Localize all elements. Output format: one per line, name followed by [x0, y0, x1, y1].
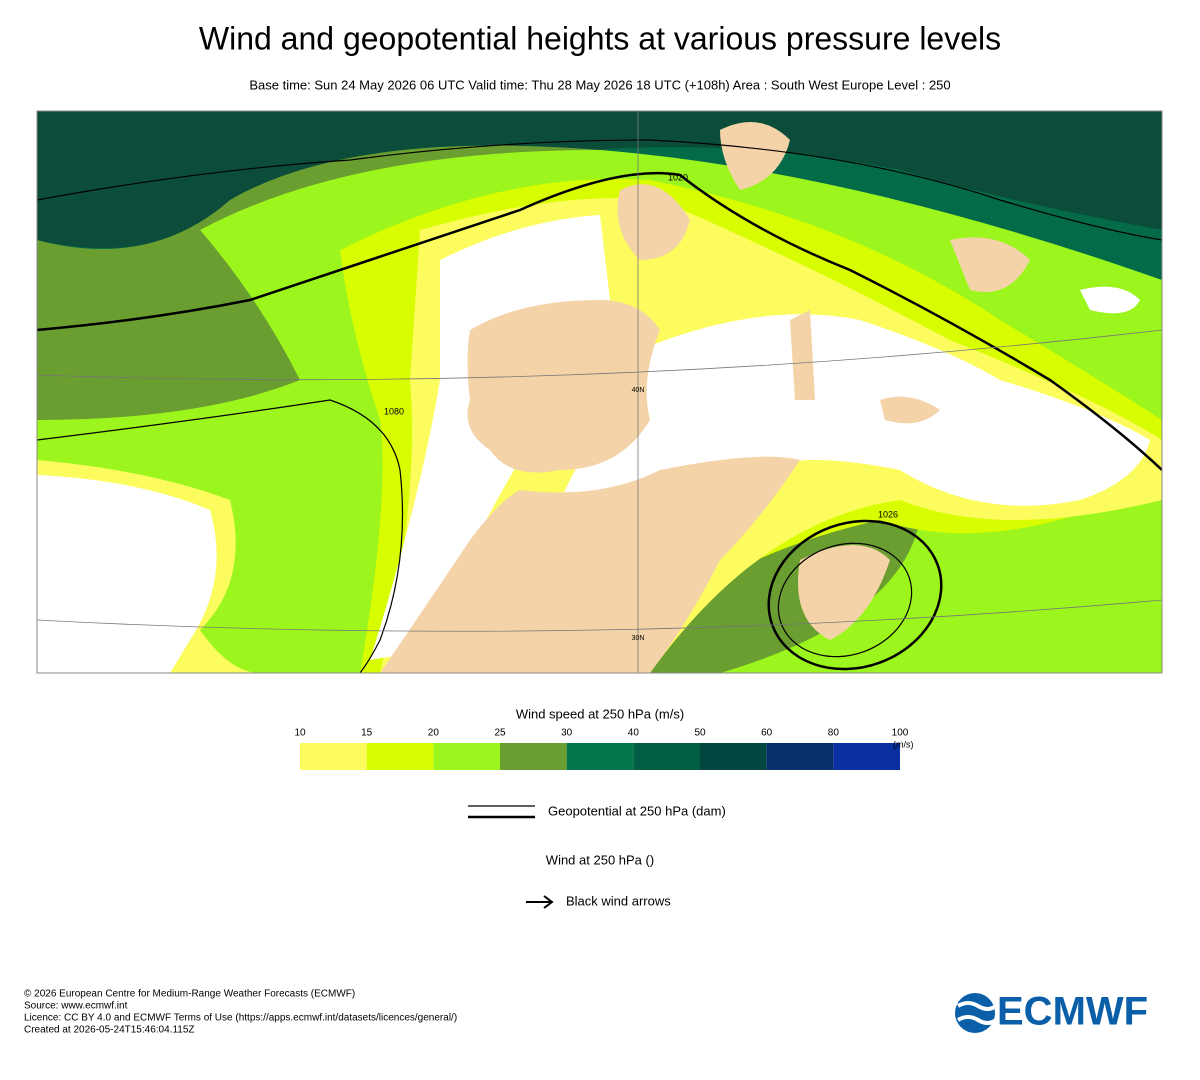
contour-label: 1080	[384, 406, 404, 416]
map: 1080 1026 1020 40N 30N	[36, 110, 1163, 674]
legend-title: Wind speed at 250 hPa (m/s)	[516, 706, 684, 721]
geopotential-contours	[37, 139, 1162, 673]
colorbar-box	[833, 743, 900, 770]
legend-arrow	[526, 895, 554, 909]
colorbar-tick-label: 25	[494, 728, 506, 739]
colorbar-tick-label: 80	[828, 728, 840, 739]
contour-label: 1026	[878, 509, 898, 519]
logo-text: ECMWF	[997, 990, 1148, 1034]
latitude-label: 40N	[632, 387, 645, 394]
colorbar-tick-label: 50	[694, 728, 706, 739]
colorbar-tick-label: 30	[561, 728, 573, 739]
colorbar-box	[566, 743, 634, 770]
colorbar-box	[433, 743, 500, 770]
calm-zone	[37, 475, 217, 673]
legend-label: Wind at 250 hPa ()	[546, 852, 654, 867]
footer-line: Source: www.ecmwf.int	[24, 1001, 128, 1012]
calm-zone	[560, 314, 1150, 506]
colorbar-tick-label: 100	[892, 728, 909, 739]
graticule	[37, 111, 1162, 673]
footer-line: © 2026 European Centre for Medium-Range …	[24, 989, 355, 1000]
legend-label: Geopotential at 250 hPa (dam)	[548, 803, 726, 818]
footer-line: Created at 2026-05-24T15:46:04.115Z	[24, 1025, 195, 1036]
subtitle: Base time: Sun 24 May 2026 06 UTC Valid …	[249, 77, 950, 92]
colorbar-tick-label: 60	[761, 728, 773, 739]
land	[798, 545, 890, 640]
jet-band	[37, 111, 1162, 248]
colorbar: 10 15 20 25 30 40 50 60 80 100	[294, 728, 909, 770]
colorbar-tick-label: 40	[628, 728, 640, 739]
footer: © 2026 European Centre for Medium-Range …	[24, 989, 457, 1036]
colorbar-box	[766, 743, 834, 770]
logo: ECMWF	[955, 990, 1148, 1034]
title: Wind and geopotential heights at various…	[199, 20, 1001, 56]
colorbar-unit: (m/s)	[893, 739, 914, 749]
land	[380, 456, 800, 673]
land	[467, 300, 660, 473]
calm-zone	[1080, 286, 1140, 314]
map-frame	[36, 110, 1163, 674]
latitude-label: 30N	[632, 635, 645, 642]
contour-label: 1020	[668, 172, 688, 182]
colorbar-box	[366, 743, 434, 770]
colorbar-tick-label: 10	[294, 728, 306, 739]
colorbar-tick-label: 15	[361, 728, 373, 739]
colorbar-box	[500, 743, 567, 770]
footer-line: Licence: CC BY 4.0 and ECMWF Terms of Us…	[24, 1013, 457, 1024]
legend-label: Black wind arrows	[566, 893, 671, 908]
colorbar-tick-label: 20	[428, 728, 440, 739]
colorbar-box	[300, 743, 367, 770]
colorbar-box	[700, 743, 767, 770]
colorbar-box	[633, 743, 700, 770]
